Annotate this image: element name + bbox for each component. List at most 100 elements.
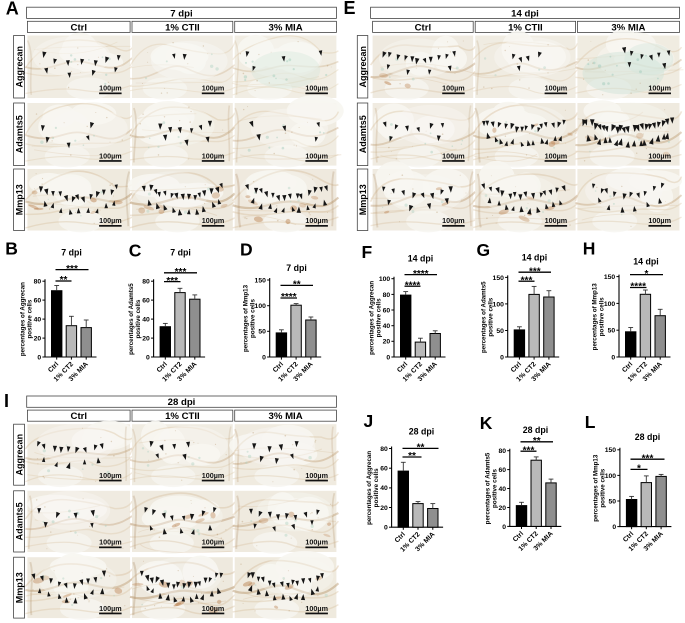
svg-text:0: 0 — [611, 354, 615, 361]
svg-text:100µm: 100µm — [545, 151, 568, 160]
svg-text:positive cells: positive cells — [487, 297, 494, 336]
svg-text:percentages of Adamts5: percentages of Adamts5 — [480, 281, 487, 353]
svg-text:100µm: 100µm — [202, 471, 225, 480]
svg-text:Mmp13: Mmp13 — [14, 184, 24, 215]
svg-text:E: E — [344, 0, 356, 18]
svg-text:60: 60 — [498, 467, 506, 474]
svg-text:***: *** — [523, 445, 535, 456]
svg-text:40: 40 — [142, 317, 150, 324]
svg-text:**: ** — [293, 280, 301, 291]
svg-text:100µm: 100µm — [99, 84, 122, 93]
svg-text:40: 40 — [380, 485, 388, 492]
svg-text:***: *** — [521, 275, 533, 286]
svg-text:40: 40 — [498, 486, 506, 493]
svg-text:Adamts5: Adamts5 — [14, 502, 24, 540]
svg-text:K: K — [480, 413, 493, 433]
svg-text:28 dpi: 28 dpi — [523, 425, 548, 435]
svg-text:B: B — [5, 239, 18, 259]
svg-text:100: 100 — [605, 473, 617, 480]
svg-text:14 dpi: 14 dpi — [511, 8, 539, 19]
svg-text:40: 40 — [34, 317, 42, 324]
svg-text:L: L — [585, 412, 596, 432]
svg-text:100µm: 100µm — [305, 471, 328, 480]
svg-text:**: ** — [417, 443, 425, 454]
svg-text:100µm: 100µm — [545, 84, 568, 93]
svg-text:D: D — [240, 240, 253, 260]
svg-text:80: 80 — [142, 279, 150, 286]
svg-text:0: 0 — [384, 525, 388, 532]
svg-text:***: *** — [642, 453, 654, 464]
svg-text:20: 20 — [498, 505, 506, 512]
svg-text:80: 80 — [383, 292, 391, 299]
svg-text:150: 150 — [493, 275, 505, 282]
svg-text:Adamts5: Adamts5 — [14, 115, 24, 153]
svg-text:0: 0 — [386, 354, 390, 361]
svg-text:50: 50 — [608, 328, 616, 335]
svg-text:1% CTII: 1% CTII — [165, 411, 200, 422]
svg-text:100: 100 — [255, 303, 267, 310]
svg-text:100µm: 100µm — [442, 151, 465, 160]
svg-text:3% MIA: 3% MIA — [269, 411, 303, 422]
svg-text:positive cells: positive cells — [376, 298, 383, 337]
svg-text:100µm: 100µm — [99, 471, 122, 480]
svg-text:7 dpi: 7 dpi — [170, 8, 192, 19]
svg-text:***: *** — [66, 264, 78, 275]
svg-text:100µm: 100µm — [648, 84, 671, 93]
svg-text:C: C — [129, 241, 142, 261]
svg-text:positive cells: positive cells — [373, 468, 380, 507]
svg-text:100µm: 100µm — [202, 216, 225, 225]
svg-text:F: F — [362, 242, 373, 262]
svg-text:28 dpi: 28 dpi — [409, 427, 434, 437]
svg-text:50: 50 — [496, 328, 504, 335]
svg-text:***: *** — [166, 276, 178, 287]
svg-text:50: 50 — [258, 329, 266, 336]
svg-text:80: 80 — [34, 279, 42, 286]
svg-text:****: **** — [413, 269, 429, 280]
svg-text:positive cells: positive cells — [27, 299, 34, 338]
svg-text:positive cells: positive cells — [600, 468, 607, 507]
svg-text:Mmp13: Mmp13 — [358, 184, 368, 215]
svg-text:28 dpi: 28 dpi — [168, 397, 196, 408]
svg-text:100: 100 — [493, 301, 505, 308]
svg-text:40: 40 — [383, 323, 391, 330]
svg-text:20: 20 — [34, 335, 42, 342]
svg-text:positive cells: positive cells — [599, 297, 606, 336]
svg-text:**: ** — [408, 451, 416, 462]
svg-text:100µm: 100µm — [545, 216, 568, 225]
svg-text:20: 20 — [142, 335, 150, 342]
svg-text:100µm: 100µm — [305, 538, 328, 547]
svg-text:150: 150 — [604, 274, 616, 281]
svg-text:percentages of Mmp13: percentages of Mmp13 — [592, 283, 599, 351]
svg-text:100µm: 100µm — [202, 538, 225, 547]
svg-text:100µm: 100µm — [202, 84, 225, 93]
svg-text:percentages of Aggrecan: percentages of Aggrecan — [369, 281, 376, 355]
svg-text:percentages of Mmp13: percentages of Mmp13 — [242, 284, 249, 352]
svg-text:***: *** — [529, 266, 541, 277]
svg-text:80: 80 — [498, 448, 506, 455]
svg-text:150: 150 — [605, 447, 617, 454]
svg-text:0: 0 — [502, 524, 506, 531]
svg-text:0: 0 — [500, 354, 504, 361]
svg-text:100µm: 100µm — [99, 216, 122, 225]
svg-text:7 dpi: 7 dpi — [286, 263, 307, 273]
svg-text:60: 60 — [142, 298, 150, 305]
svg-text:Ctrl: Ctrl — [71, 411, 88, 422]
svg-text:J: J — [364, 411, 374, 431]
svg-text:50: 50 — [609, 498, 617, 505]
svg-text:Mmp13: Mmp13 — [14, 572, 24, 603]
svg-text:****: **** — [281, 292, 297, 303]
svg-text:****: **** — [630, 282, 646, 293]
svg-text:Aggrecan: Aggrecan — [14, 434, 24, 476]
svg-text:100µm: 100µm — [202, 604, 225, 613]
svg-text:Adamts5: Adamts5 — [358, 115, 368, 153]
svg-text:Ctrl: Ctrl — [415, 22, 432, 33]
svg-text:positive cells: positive cells — [249, 299, 256, 338]
svg-text:1% CTII: 1% CTII — [508, 22, 543, 33]
svg-text:positive cells: positive cells — [135, 299, 142, 338]
svg-text:100µm: 100µm — [305, 84, 328, 93]
svg-text:0: 0 — [612, 524, 616, 531]
svg-text:7 dpi: 7 dpi — [170, 248, 191, 258]
svg-text:7 dpi: 7 dpi — [61, 248, 82, 258]
svg-text:0: 0 — [146, 354, 150, 361]
svg-text:14 dpi: 14 dpi — [522, 253, 547, 263]
